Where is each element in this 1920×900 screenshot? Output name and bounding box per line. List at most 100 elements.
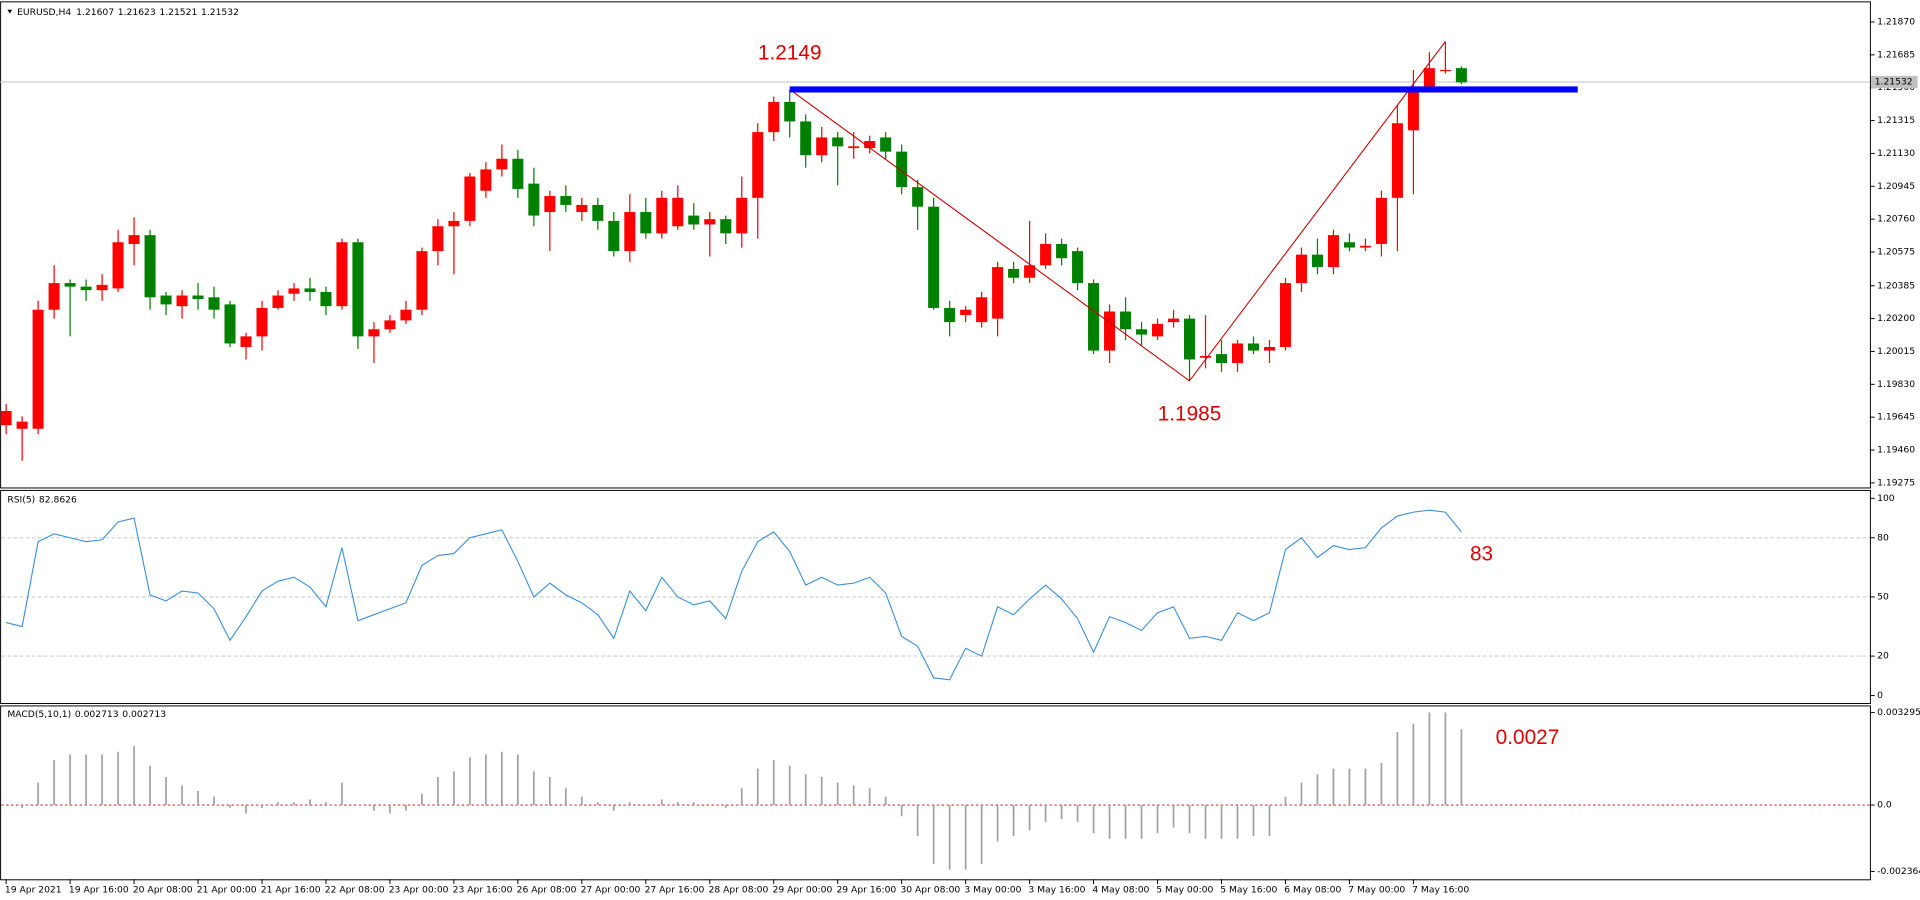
candle-body [528,183,540,216]
candle-body [816,137,828,156]
candle-body [1295,254,1307,284]
candle-body [176,295,188,307]
candle-body [384,320,396,330]
macd-panel-frame [0,705,1871,881]
x-tick-label: 21 Apr 16:00 [261,885,321,896]
candle-body [768,101,780,133]
candle-body [560,196,572,205]
candle-body [336,242,348,307]
candle-body [800,121,812,156]
candle-body [992,267,1004,319]
x-tick-label: 19 Apr 16:00 [69,885,129,896]
candle-body [976,297,988,323]
x-tick-label: 22 Apr 08:00 [325,885,385,896]
candle-body [624,212,636,252]
candle-body [256,307,268,337]
menu-arrow[interactable] [7,9,13,14]
candle-body [320,291,332,307]
candle-body [896,151,908,188]
candle-body [368,329,380,337]
price-box-label: 1.21532 [1875,77,1913,88]
x-tick-label: 23 Apr 16:00 [453,885,513,896]
price-annotation: 1.2149 [758,41,822,64]
candle-body [96,284,108,291]
macd-header: MACD(5,10,1) 0.002713 0.002713 [7,708,166,719]
candle-body [736,197,748,234]
candle-body [1247,343,1259,351]
trendline [789,41,1446,382]
y-tick-label: -0.002364 [1877,866,1920,877]
candle-body [848,146,860,149]
candle-body [464,176,476,221]
candle-body [1200,355,1212,358]
y-tick-label: 1.19830 [1877,379,1915,390]
candle-body [544,196,556,213]
candle-body [1104,311,1116,351]
x-tick-label: 23 Apr 00:00 [389,885,449,896]
symbol-header: EURUSD,H4 1.21607 1.21623 1.21521 1.21532 [17,7,239,18]
candle-body [1088,283,1100,351]
candle-body [704,219,716,225]
x-tick-label: 3 May 00:00 [964,885,1021,896]
y-tick-label: 0 [1877,690,1883,701]
y-tick-label: 1.19460 [1877,445,1915,456]
candle-body [496,158,508,170]
candle-body [144,235,156,298]
candle-body [1152,323,1164,337]
x-tick-label: 5 May 16:00 [1220,885,1277,896]
candle-body [400,309,412,321]
candle-body [1120,311,1132,330]
candle-body [1215,354,1228,364]
macd-annotation: 0.0027 [1496,726,1560,749]
y-tick-label: 1.21685 [1877,49,1915,60]
candle-body [656,197,668,234]
x-tick-label: 29 Apr 00:00 [773,885,833,896]
candle-body [576,204,588,213]
candle-body [1072,251,1084,284]
candle-body [720,219,732,234]
candle-body [832,137,844,147]
candle-body [288,288,300,294]
candle-body [1136,329,1148,335]
candle-body [1343,242,1355,248]
candle-body [512,158,524,189]
candle-body [1423,68,1435,88]
candle-body [128,235,140,245]
y-tick-label: 1.20015 [1877,346,1915,357]
y-tick-label: 1.19645 [1877,412,1915,423]
candle-body [1184,318,1196,360]
candle-body [272,295,284,308]
candle-body [1439,69,1451,72]
candle-body [432,226,444,252]
candle-body [112,242,124,289]
candle-body [912,187,924,207]
candle-body [688,215,700,225]
candle-body [672,197,684,227]
high-value: 1.21623 [118,7,156,18]
y-tick-label: 1.19275 [1877,477,1915,488]
y-tick-label: 80 [1877,532,1889,543]
rsi-line [5,509,1462,681]
x-tick-label: 30 Apr 08:00 [900,885,960,896]
rsi-header: RSI(5) 82.8626 [7,494,77,505]
candle-body [240,336,252,348]
candle-body [192,295,204,300]
candle-body [64,283,76,287]
x-tick-label: 21 Apr 00:00 [197,885,257,896]
low-value: 1.21521 [159,7,197,18]
candle-body [1263,347,1275,351]
price-box [1871,75,1918,89]
candle-body [640,212,652,234]
candle-body [48,283,60,310]
y-tick-label: 1.21315 [1877,115,1915,126]
candle-body [304,288,316,292]
candle-body [1455,68,1467,83]
x-tick-label: 7 May 00:00 [1348,885,1405,896]
candle-body [864,140,876,149]
x-tick-label: 27 Apr 16:00 [645,885,705,896]
y-tick-label: 1.20760 [1877,214,1915,225]
candle-body [352,242,364,337]
x-tick-label: 26 Apr 08:00 [517,885,577,896]
